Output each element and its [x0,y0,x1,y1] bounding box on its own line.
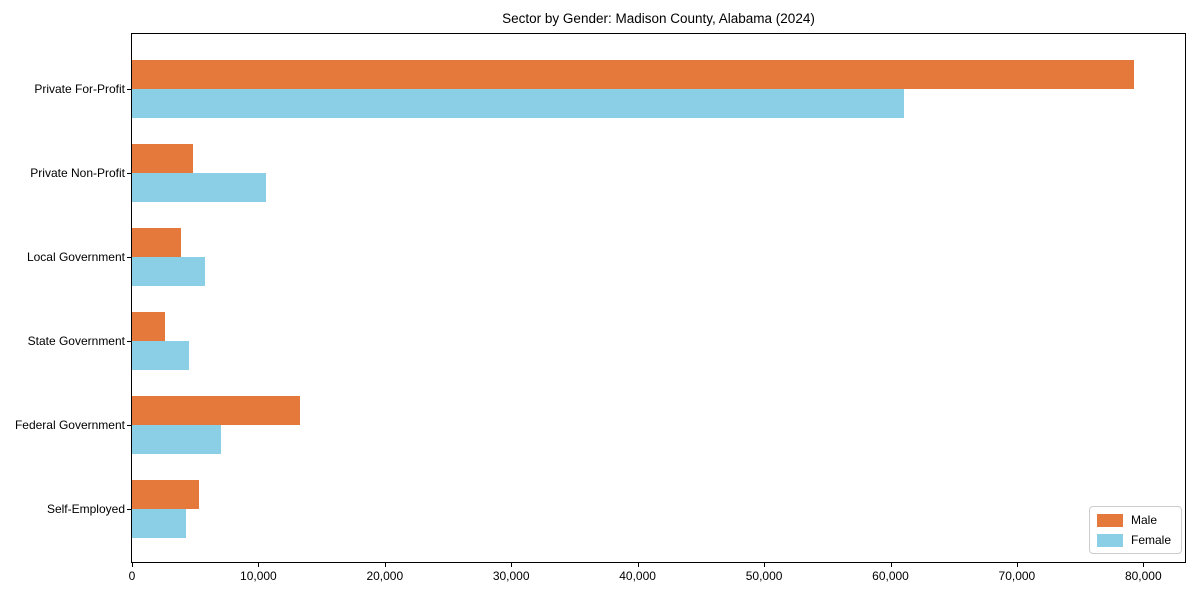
ytick-label-2: Local Government [26,250,125,264]
xtick-mark-4 [637,563,639,567]
bar-male-5 [132,480,199,509]
legend-label-male: Male [1130,513,1157,527]
ytick-mark-5 [127,509,131,510]
xtick-mark-5 [764,563,766,567]
xtick-label-1: 10,000 [240,569,277,583]
ytick-mark-2 [127,257,131,258]
legend-item-male: Male [1096,513,1171,527]
xtick-label-7: 70,000 [998,569,1036,583]
bar-female-0 [132,89,905,118]
legend-label-female: Female [1130,533,1171,547]
xtick-label-0: 0 [128,569,136,583]
legend-swatch-male [1096,513,1123,527]
xtick-mark-3 [511,563,513,567]
ytick-mark-1 [127,173,131,174]
bar-female-3 [132,341,189,370]
xtick-label-4: 40,000 [619,569,656,583]
bar-female-1 [132,173,266,202]
ytick-mark-3 [127,341,131,342]
bar-female-5 [132,509,187,538]
ytick-label-3: State Government [27,334,125,348]
legend: Male Female [1088,506,1182,554]
ytick-mark-4 [127,425,131,426]
bar-male-1 [132,144,193,173]
plot-area [131,33,1186,563]
ytick-label-0: Private For-Profit [34,82,125,96]
xtick-mark-1 [258,563,260,567]
xtick-label-6: 60,000 [872,569,909,583]
bar-female-2 [132,257,206,286]
xtick-mark-2 [384,563,386,567]
ytick-label-1: Private Non-Profit [30,166,125,180]
bar-male-3 [132,312,165,341]
xtick-mark-8 [1143,563,1145,567]
legend-swatch-female [1096,533,1123,547]
xtick-label-3: 30,000 [492,569,530,583]
chart-title: Sector by Gender: Madison County, Alabam… [502,11,815,26]
legend-item-female: Female [1096,533,1171,547]
bar-male-0 [132,60,1135,89]
xtick-label-5: 50,000 [745,569,783,583]
ytick-label-5: Self-Employed [46,502,125,516]
xtick-mark-6 [890,563,892,567]
bar-male-4 [132,396,301,425]
ytick-label-4: Federal Government [14,418,125,432]
xtick-label-2: 20,000 [366,569,404,583]
bar-male-2 [132,228,182,257]
bar-female-4 [132,425,221,454]
xtick-mark-0 [132,563,133,567]
xtick-mark-7 [1016,563,1018,567]
ytick-mark-0 [127,89,131,90]
xtick-label-8: 80,000 [1124,569,1162,583]
